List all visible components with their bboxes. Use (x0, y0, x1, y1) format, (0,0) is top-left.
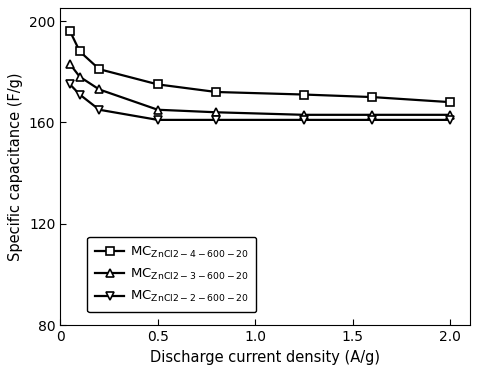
Legend: MC$_{\mathregular{ZnCl2-4-600-20}}$, MC$_{\mathregular{ZnCl2-3-600-20}}$, MC$_{\: MC$_{\mathregular{ZnCl2-4-600-20}}$, MC$… (87, 236, 256, 312)
X-axis label: Discharge current density (A/g): Discharge current density (A/g) (150, 350, 380, 365)
Y-axis label: Specific capacitance (F/g): Specific capacitance (F/g) (8, 72, 23, 261)
